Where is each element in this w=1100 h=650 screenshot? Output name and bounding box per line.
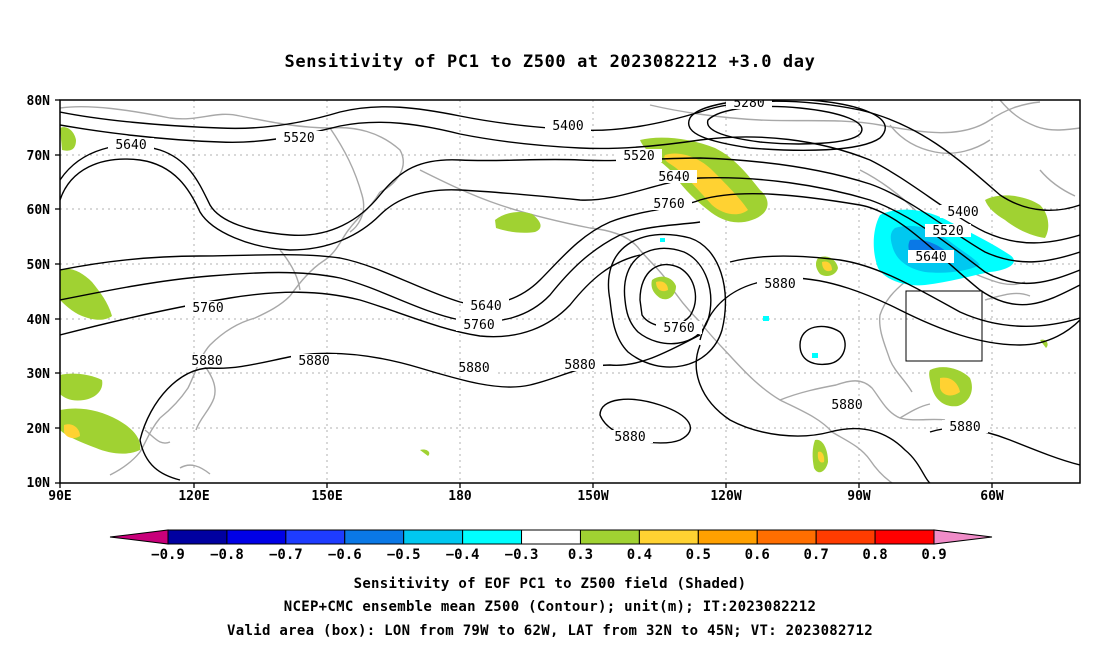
colorbar-cell — [167, 529, 228, 545]
colorbar-cell — [109, 529, 169, 545]
contour-label-5280: 5280 — [733, 96, 764, 111]
lon-label: 120E — [178, 489, 209, 504]
colorbar-label: 0.8 — [862, 547, 887, 563]
colorbar-cell — [462, 529, 523, 545]
colorbar-label: 0.7 — [804, 547, 829, 563]
lat-label: 60N — [27, 203, 51, 218]
contour-label-5640: 5640 — [915, 250, 946, 265]
colorbar-label: −0.6 — [328, 547, 362, 563]
valid-area-box — [905, 290, 983, 362]
colorbar-cell — [226, 529, 287, 545]
contour-label-5880: 5880 — [949, 420, 980, 435]
contour-labels: 5280 5400 5400 5520 5520 5520 5640 5640 … — [108, 96, 988, 445]
colorbar-cell — [697, 529, 758, 545]
colorbar-cell — [285, 529, 346, 545]
map-panel: 5280 5400 5400 5520 5520 5520 5640 5640 … — [60, 96, 1080, 483]
colorbar-label: 0.4 — [627, 547, 652, 563]
contour-label-5880: 5880 — [458, 361, 489, 376]
lat-label: 80N — [27, 94, 51, 109]
contour-label-5760: 5760 — [192, 301, 223, 316]
map-title: Sensitivity of PC1 to Z500 at 2023082212… — [285, 52, 816, 72]
colorbar-cell — [521, 529, 581, 545]
lat-label: 50N — [27, 258, 51, 273]
colorbar-cell — [403, 529, 464, 545]
colorbar-cell — [579, 529, 640, 545]
lat-label: 70N — [27, 149, 51, 164]
map-frame — [59, 99, 1081, 484]
contour-label-5400: 5400 — [552, 119, 583, 134]
colorbar-label: −0.4 — [446, 547, 480, 563]
lat-label: 20N — [27, 422, 51, 437]
contour-label-5880: 5880 — [564, 358, 595, 373]
lon-label: 150E — [311, 489, 342, 504]
contour-label-5760: 5760 — [463, 318, 494, 333]
lat-label: 30N — [27, 367, 51, 382]
colorbar-label: 0.6 — [745, 547, 770, 563]
colorbar-cell — [344, 529, 405, 545]
colorbar-label: −0.5 — [387, 547, 421, 563]
coastlines — [60, 100, 1080, 483]
axis-tick-marks — [55, 99, 993, 488]
colorbar-cell — [638, 529, 699, 545]
colorbar-labels: −0.9 −0.8 −0.7 −0.6 −0.5 −0.4 −0.3 0.3 0.4 0.5 0.6… — [151, 547, 947, 563]
colorbar-label: −0.8 — [210, 547, 244, 563]
caption-line-contour: NCEP+CMC ensemble mean Z500 (Contour); u… — [284, 599, 816, 615]
colorbar-label: −0.3 — [505, 547, 539, 563]
lon-label: 60W — [980, 489, 1004, 504]
contour-label-5880: 5880 — [764, 277, 795, 292]
contour-label-5520: 5520 — [932, 224, 963, 239]
contour-label-5400: 5400 — [947, 205, 978, 220]
colorbar-cell — [874, 529, 935, 545]
lon-label: 150W — [577, 489, 608, 504]
caption-line-shading: Sensitivity of EOF PC1 to Z500 field (Sh… — [354, 576, 747, 592]
lon-label: 90W — [847, 489, 871, 504]
colorbar-label: −0.9 — [151, 547, 185, 563]
lon-label: 90E — [48, 489, 71, 504]
colorbar-cell — [933, 529, 993, 545]
contour-label-5880: 5880 — [191, 354, 222, 369]
contour-label-5880: 5880 — [614, 430, 645, 445]
colorbar-label: 0.3 — [568, 547, 593, 563]
contour-label-5880: 5880 — [298, 354, 329, 369]
colorbar-label: 0.9 — [921, 547, 946, 563]
caption-line-valid-area: Valid area (box): LON from 79W to 62W, L… — [227, 623, 873, 639]
longitude-labels: 90E 120E 150E 180 150W 120W 90W 60W — [48, 489, 1004, 504]
contour-label-5880: 5880 — [831, 398, 862, 413]
contour-label-5520: 5520 — [283, 131, 314, 146]
lat-label: 10N — [27, 476, 51, 491]
lon-label: 180 — [448, 489, 472, 504]
lat-label: 40N — [27, 313, 51, 328]
contour-label-5640: 5640 — [115, 138, 146, 153]
lon-label: 120W — [710, 489, 741, 504]
colorbar-cell — [815, 529, 876, 545]
colorbar-label: 0.5 — [686, 547, 711, 563]
contour-label-5640: 5640 — [658, 170, 689, 185]
colorbar — [109, 529, 993, 545]
colorbar-label: −0.7 — [269, 547, 303, 563]
contour-label-5760: 5760 — [653, 197, 684, 212]
contour-label-5760: 5760 — [663, 321, 694, 336]
latitude-labels: 80N 70N 60N 50N 40N 30N 20N 10N — [27, 94, 51, 491]
contour-label-5640: 5640 — [470, 299, 501, 314]
colorbar-cell — [756, 529, 817, 545]
contour-label-5520: 5520 — [623, 149, 654, 164]
